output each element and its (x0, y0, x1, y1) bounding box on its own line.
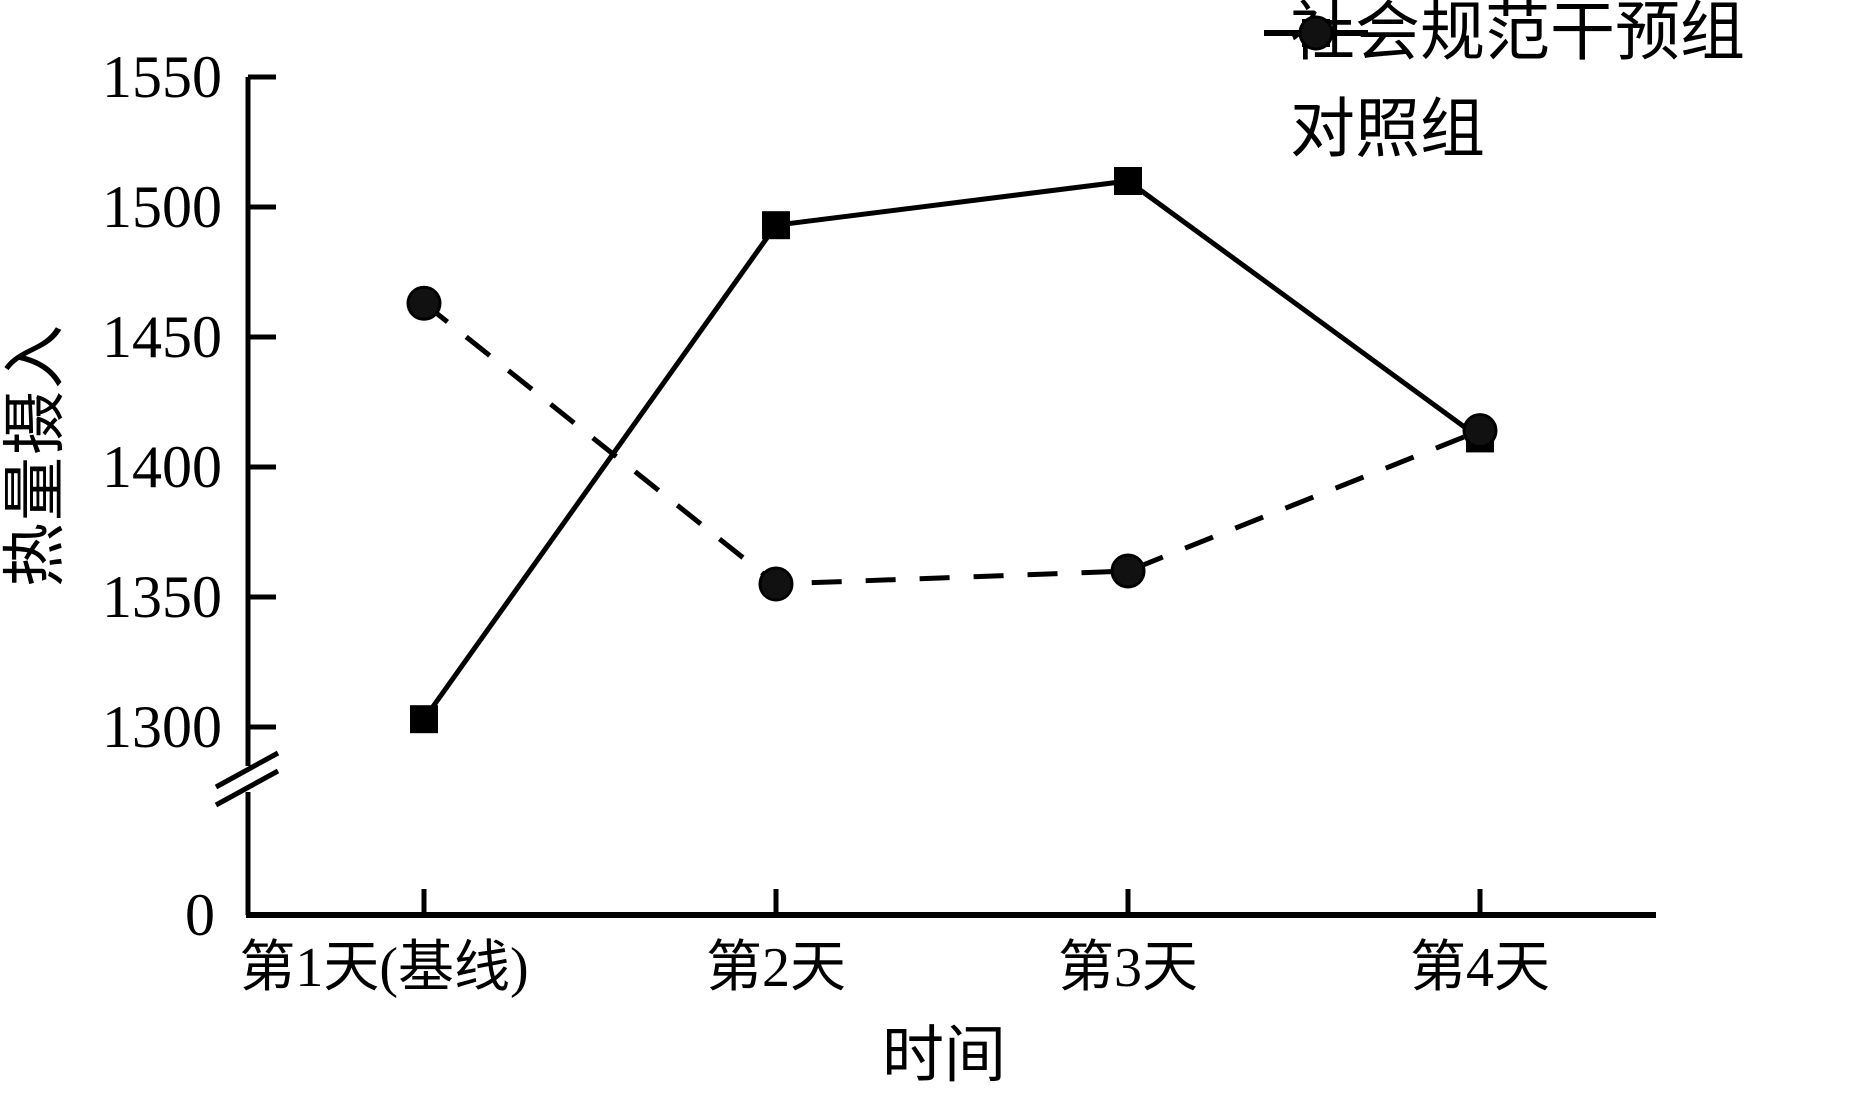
axis-break-slash (214, 750, 280, 790)
y-axis-title: 热量摄入 (0, 323, 71, 587)
x-axis-title: 时间 (881, 1022, 1007, 1090)
axis-break-slash (214, 768, 280, 808)
y-tick-label: 1300 (102, 694, 222, 760)
origin-label: 0 (185, 882, 215, 948)
legend-item-control: 对照组 (1262, 15, 1745, 166)
legend-item-intervention: 社会规范干预组 (1262, 0, 1745, 66)
square-marker (1114, 167, 1142, 195)
x-tick-label-day2: 第2天 (706, 937, 846, 999)
y-tick-label: 1550 (102, 44, 222, 110)
series-line-control (422, 301, 1481, 587)
y-tick-label: 1400 (102, 434, 222, 500)
y-tick-label: 1500 (102, 174, 222, 240)
square-marker (762, 211, 790, 240)
x-tick-label-day4: 第4天 (1410, 937, 1550, 999)
circle-marker (1462, 413, 1498, 449)
x-tick-label-day3: 第3天 (1058, 937, 1198, 999)
circle-marker (406, 285, 442, 321)
legend: 社会规范干预组 对照组 (1262, 0, 1745, 163)
circle-marker (758, 566, 794, 602)
series-line-intervention (421, 178, 1482, 721)
legend-label-control: 对照组 (1290, 94, 1486, 166)
circle-marker (1110, 553, 1146, 589)
x-tick-label-day1: 第1天(基线) (239, 937, 529, 999)
y-tick-label: 1350 (102, 564, 222, 630)
square-marker (410, 705, 438, 734)
dashed-line-circle-marker-icon (1264, 15, 1362, 51)
y-tick-label: 1450 (102, 304, 222, 370)
